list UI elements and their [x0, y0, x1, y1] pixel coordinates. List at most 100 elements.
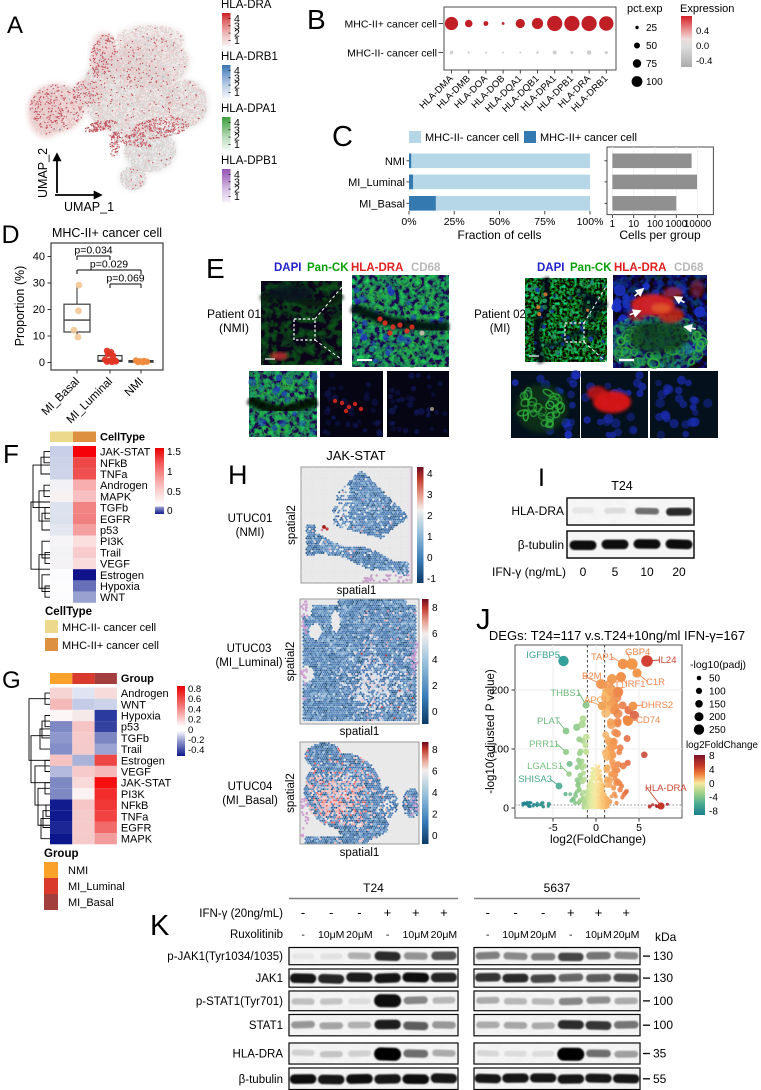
svg-text:MAPK: MAPK	[121, 834, 153, 846]
svg-text:Androgen: Androgen	[121, 688, 169, 700]
svg-text:H: H	[228, 460, 248, 490]
svg-text:0.5: 0.5	[167, 487, 181, 498]
svg-text:10000: 10000	[684, 219, 712, 230]
svg-text:3: 3	[234, 124, 240, 136]
svg-text:Cells per group: Cells per group	[619, 228, 701, 242]
svg-text:PI3K: PI3K	[121, 789, 146, 801]
svg-text:0: 0	[167, 506, 173, 517]
svg-text:HLA-DRB1: HLA-DRB1	[221, 51, 278, 63]
svg-text:55: 55	[653, 1072, 667, 1086]
svg-text:p=0.069: p=0.069	[106, 273, 144, 285]
svg-text:0.2: 0.2	[188, 715, 201, 726]
svg-text:PLAT: PLAT	[537, 716, 560, 727]
svg-text:(NMI): (NMI)	[236, 527, 265, 539]
svg-text:20μM: 20μM	[431, 929, 457, 941]
svg-text:DAPI: DAPI	[274, 262, 301, 274]
svg-text:-0.4: -0.4	[696, 56, 712, 67]
svg-text:HLA-DRA: HLA-DRA	[614, 262, 666, 274]
svg-text:6: 6	[432, 629, 438, 640]
svg-text:STAT1: STAT1	[249, 1020, 283, 1032]
svg-text:(MI_Basal): (MI_Basal)	[222, 795, 278, 807]
svg-text:MI_Basal: MI_Basal	[359, 198, 405, 210]
svg-text:10μM: 10μM	[403, 929, 429, 941]
svg-text:8: 8	[432, 603, 438, 614]
svg-text:8: 8	[709, 751, 715, 762]
svg-text:3: 3	[234, 72, 240, 84]
svg-text:0.4: 0.4	[188, 704, 201, 715]
svg-text:IFN-γ (20ng/mL): IFN-γ (20ng/mL)	[199, 908, 283, 920]
svg-text:200: 200	[709, 712, 726, 723]
svg-text:0%: 0%	[401, 216, 416, 228]
svg-text:VEGF: VEGF	[100, 559, 130, 571]
svg-text:Trail: Trail	[121, 744, 142, 756]
svg-text:p=0.029: p=0.029	[90, 259, 128, 271]
svg-text:NMI: NMI	[385, 156, 405, 168]
svg-text:-5: -5	[548, 822, 557, 834]
svg-text:F: F	[3, 439, 19, 469]
svg-text:20μM: 20μM	[346, 929, 372, 941]
svg-text:p-JAK1(Tyr1034/1035): p-JAK1(Tyr1034/1035)	[167, 951, 283, 963]
svg-text:-: -	[386, 929, 390, 941]
svg-text:0: 0	[580, 565, 587, 579]
svg-text:WNT: WNT	[121, 699, 146, 711]
svg-text:Hypoxia: Hypoxia	[100, 581, 141, 593]
svg-text:2: 2	[432, 681, 438, 692]
svg-text:20: 20	[33, 304, 45, 316]
svg-text:+: +	[622, 905, 630, 920]
svg-text:CD68: CD68	[674, 262, 704, 274]
svg-text:0: 0	[432, 707, 438, 718]
svg-text:Ruxolitinib: Ruxolitinib	[230, 929, 283, 941]
svg-text:Trail: Trail	[100, 547, 121, 559]
svg-text:-: -	[357, 905, 361, 920]
svg-text:4: 4	[234, 169, 240, 181]
svg-text:0: 0	[427, 553, 433, 564]
svg-text:3: 3	[234, 176, 240, 188]
svg-text:A: A	[7, 12, 23, 39]
svg-text:10μM: 10μM	[318, 929, 344, 941]
svg-text:E: E	[206, 253, 225, 284]
svg-text:5637: 5637	[544, 881, 571, 895]
svg-text:4: 4	[432, 788, 438, 799]
svg-text:2: 2	[234, 132, 240, 144]
svg-text:C1R: C1R	[646, 677, 665, 688]
svg-text:1000: 1000	[665, 219, 687, 230]
svg-text:JAK-STAT: JAK-STAT	[121, 778, 172, 790]
svg-text:CD74: CD74	[636, 715, 660, 726]
svg-text:-: -	[569, 929, 573, 941]
svg-text:10: 10	[33, 331, 45, 343]
svg-text:0: 0	[709, 779, 715, 790]
svg-text:50: 50	[646, 41, 658, 52]
svg-text:UTUC04: UTUC04	[228, 781, 273, 793]
svg-text:0: 0	[188, 725, 193, 736]
svg-text:DAPI: DAPI	[537, 262, 564, 274]
svg-text:NFkB: NFkB	[100, 458, 128, 470]
svg-text:-: -	[301, 929, 305, 941]
svg-text:spatial1: spatial1	[340, 726, 380, 738]
svg-text:Pan-CK: Pan-CK	[307, 262, 349, 274]
svg-text:HLA-DRA: HLA-DRA	[351, 262, 403, 274]
svg-text:5: 5	[636, 822, 642, 834]
svg-text:PRR11: PRR11	[529, 739, 559, 750]
svg-text:Proportion (%): Proportion (%)	[13, 266, 27, 347]
svg-text:Pan-CK: Pan-CK	[570, 262, 612, 274]
svg-text:p53: p53	[121, 722, 139, 734]
svg-text:CellType: CellType	[100, 432, 145, 444]
svg-text:MHC-II- cancer cell: MHC-II- cancer cell	[425, 132, 519, 144]
svg-text:spatial2: spatial2	[285, 642, 297, 682]
svg-text:HLA-DRA: HLA-DRA	[645, 783, 687, 794]
svg-text:1: 1	[234, 139, 240, 151]
svg-text:10μM: 10μM	[502, 929, 528, 941]
svg-text:pct.exp: pct.exp	[627, 3, 662, 15]
svg-text:1: 1	[167, 467, 173, 478]
svg-text:log2FoldChange: log2FoldChange	[686, 740, 758, 751]
svg-text:-4: -4	[709, 793, 718, 804]
svg-text:HLA-DRA: HLA-DRA	[511, 504, 564, 518]
svg-text:100: 100	[647, 219, 664, 230]
svg-text:130: 130	[653, 971, 673, 985]
svg-text:-1: -1	[427, 574, 436, 585]
svg-text:10: 10	[628, 219, 639, 230]
svg-text:-: -	[541, 905, 545, 920]
svg-text:20μM: 20μM	[613, 929, 639, 941]
svg-text:Androgen: Androgen	[100, 480, 148, 492]
svg-text:MI_Basal: MI_Basal	[68, 897, 114, 909]
